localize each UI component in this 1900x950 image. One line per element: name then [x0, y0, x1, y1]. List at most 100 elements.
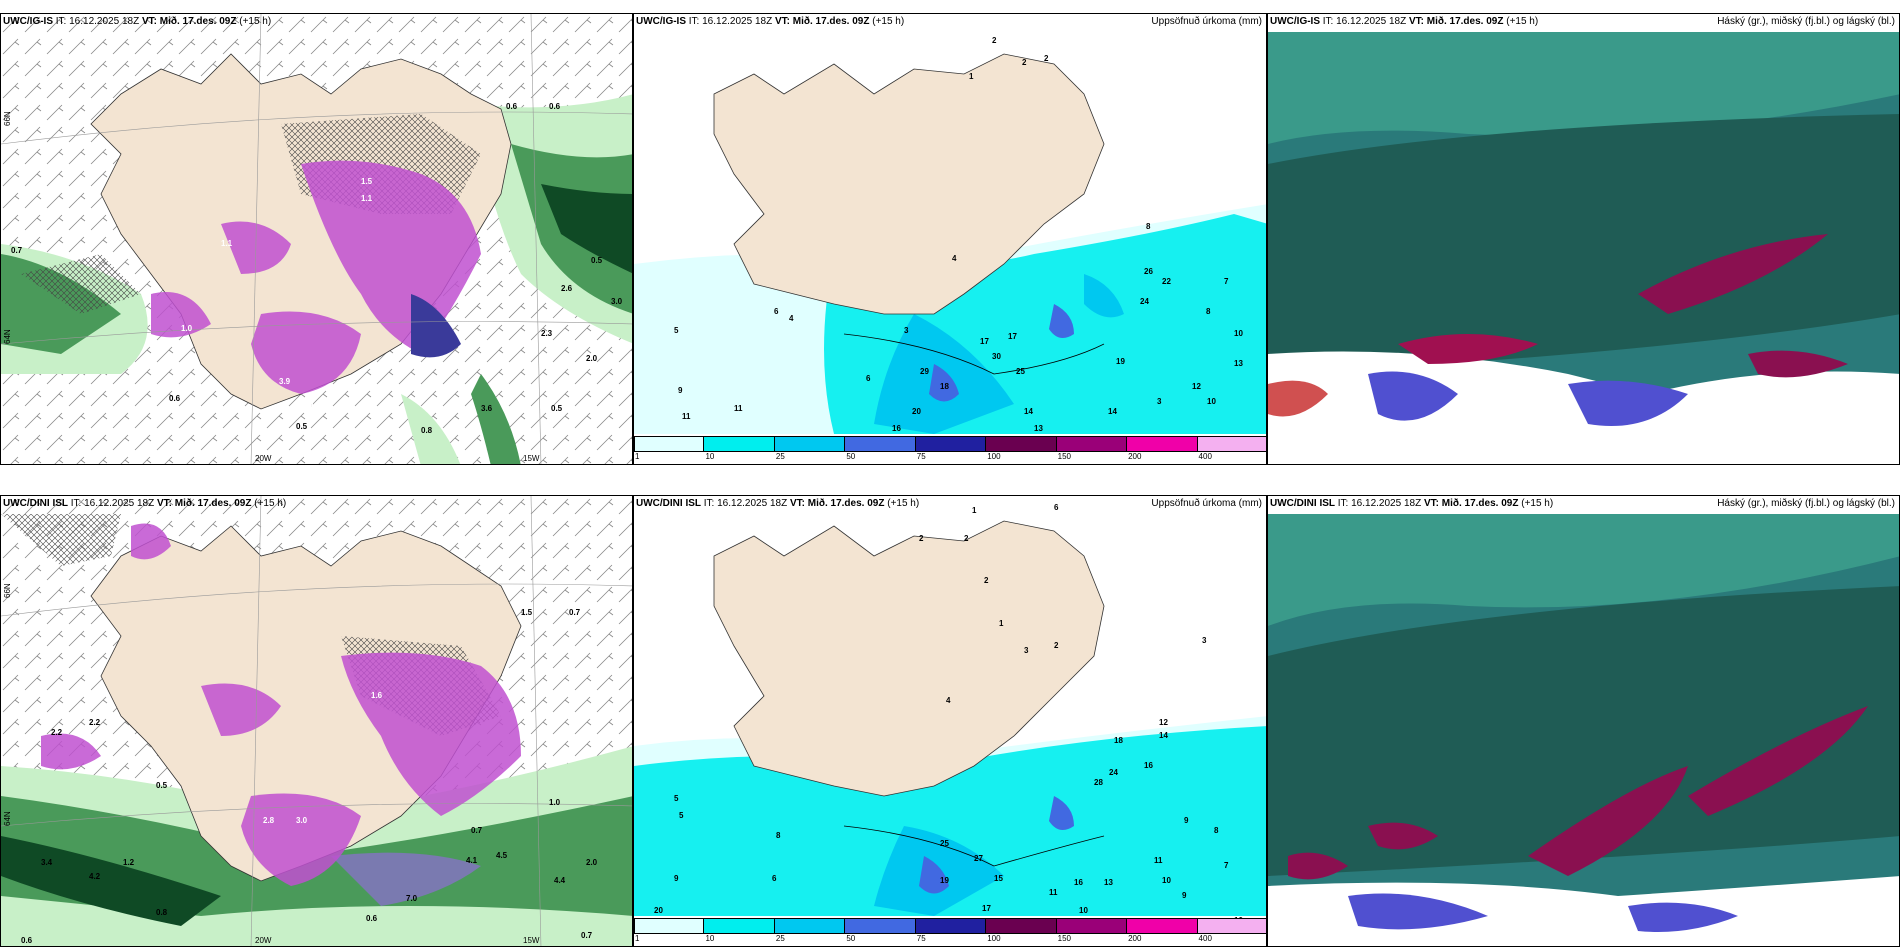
panel-accum-dini: UWC/DINI ISL IT: 16.12.2025 18Z VT: Mið.… — [633, 495, 1267, 947]
colorbar-cell — [634, 918, 705, 934]
value-label: 25 — [940, 839, 949, 848]
colorbar-cell — [1056, 918, 1128, 934]
value-label: 10 — [1162, 876, 1171, 885]
value-label: 16 — [892, 424, 901, 433]
value-label: 12 — [1159, 718, 1168, 727]
value-label: 13 — [1104, 878, 1113, 887]
colorbar: 1 10 25 50 75 100 150 200 400 — [634, 436, 1266, 461]
value-label: 4 — [789, 314, 794, 323]
value-label: 29 — [920, 367, 929, 376]
value-label: 0.8 — [421, 426, 433, 435]
value-label: 18 — [1114, 736, 1123, 745]
value-label: 4 — [952, 254, 957, 263]
value-label: 3 — [1202, 636, 1207, 645]
value-label: 1.2 — [123, 858, 135, 867]
colorbar-cell — [1056, 436, 1128, 452]
value-label: 1 — [999, 619, 1004, 628]
lon-label: 20W — [255, 936, 272, 945]
value-label: 2.6 — [561, 284, 573, 293]
value-label: 6 — [772, 874, 777, 883]
value-label: 3.0 — [296, 816, 308, 825]
value-label: 27 — [974, 854, 983, 863]
colorbar-tick-label: 25 — [775, 934, 785, 943]
precip-rate-map — [1, 14, 632, 464]
value-label: 2 — [919, 534, 924, 543]
value-label: 5 — [674, 794, 679, 803]
value-label: 4.4 — [554, 876, 566, 885]
colorbar: 1 10 25 50 75 100 150 200 400 — [634, 918, 1266, 943]
value-label: 0.6 — [169, 394, 181, 403]
colorbar-tick-label: 10 — [705, 452, 715, 461]
colorbar-cell — [774, 918, 846, 934]
value-label: 2.0 — [586, 354, 598, 363]
value-label: 1.5 — [521, 608, 533, 617]
value-label: 1.1 — [221, 239, 233, 248]
value-label: 13 — [1034, 424, 1043, 433]
value-label: 28 — [1094, 778, 1103, 787]
value-label: 17 — [982, 904, 991, 913]
panel-precip-rate-dini: UWC/DINI ISL IT: 16.12.2025 18Z VT: Mið.… — [0, 495, 633, 947]
value-label: 14 — [1108, 407, 1117, 416]
value-label: 3.0 — [611, 297, 623, 306]
value-label: 11 — [682, 412, 691, 421]
value-label: 12 — [1192, 382, 1201, 391]
value-label: 9 — [674, 874, 679, 883]
value-label: 0.6 — [21, 936, 33, 945]
value-label: 18 — [940, 382, 949, 391]
value-label: 11 — [1049, 888, 1058, 897]
value-label: 6 — [774, 307, 779, 316]
value-label: 1.6 — [371, 691, 383, 700]
value-label: 9 — [1182, 891, 1187, 900]
value-label: 1.0 — [181, 324, 193, 333]
value-label: 0.7 — [11, 246, 23, 255]
value-label: 20 — [912, 407, 921, 416]
value-label: 14 — [1159, 731, 1168, 740]
precip-rate-map — [1, 496, 632, 946]
panel-subtitle: Uppsöfnuð úrkoma (mm) — [1151, 498, 1262, 509]
value-label: 3 — [1157, 397, 1162, 406]
panel-title: UWC/DINI ISL IT: 16.12.2025 18Z VT: Mið.… — [636, 498, 920, 509]
value-label: 8 — [1206, 307, 1211, 316]
value-label: 0.5 — [551, 404, 563, 413]
value-label: 6 — [866, 374, 871, 383]
value-label: 0.5 — [156, 781, 168, 790]
value-label: 2.2 — [51, 728, 63, 737]
value-label: 9 — [678, 386, 683, 395]
iceland-land — [713, 520, 1105, 797]
lat-label: 66N — [3, 583, 12, 598]
value-label: 26 — [1144, 267, 1153, 276]
value-label: 24 — [1140, 297, 1149, 306]
colorbar-cell — [986, 436, 1057, 452]
cloud-map — [1268, 514, 1899, 946]
panel-title: UWC/IG-IS IT: 16.12.2025 18Z VT: Mið. 17… — [636, 16, 905, 27]
colorbar-tick-label: 25 — [775, 452, 785, 461]
value-label: 22 — [1162, 277, 1171, 286]
value-label: 2.3 — [541, 329, 553, 338]
colorbar-frame — [634, 918, 1266, 934]
colorbar-cell — [1197, 436, 1266, 452]
value-label: 11 — [734, 404, 743, 413]
colorbar-tick-label: 100 — [987, 452, 1001, 461]
value-label: 3.6 — [481, 404, 493, 413]
value-label: 8 — [1146, 222, 1151, 231]
value-label: 10 — [1079, 906, 1088, 915]
value-label: 5.0 — [171, 364, 183, 373]
cloud-map — [1268, 32, 1899, 464]
value-label: 8 — [1214, 826, 1219, 835]
value-label: 19 — [940, 876, 949, 885]
value-label: 1.0 — [549, 798, 561, 807]
value-label: 7.0 — [406, 894, 418, 903]
value-label: 2 — [1044, 54, 1049, 63]
accum-map — [634, 520, 1266, 916]
value-label: 9 — [1184, 816, 1189, 825]
value-label: 4.1 — [466, 856, 478, 865]
value-label: 4.2 — [89, 872, 101, 881]
value-label: 17 — [980, 337, 989, 346]
value-label: 0.7 — [569, 608, 581, 617]
value-label: 16 — [1074, 878, 1083, 887]
value-label: 6 — [1054, 503, 1059, 512]
value-label: 16 — [1144, 761, 1153, 770]
value-label: 13 — [1234, 359, 1243, 368]
value-label: 1 — [972, 506, 977, 515]
value-label: 0.5 — [296, 422, 308, 431]
